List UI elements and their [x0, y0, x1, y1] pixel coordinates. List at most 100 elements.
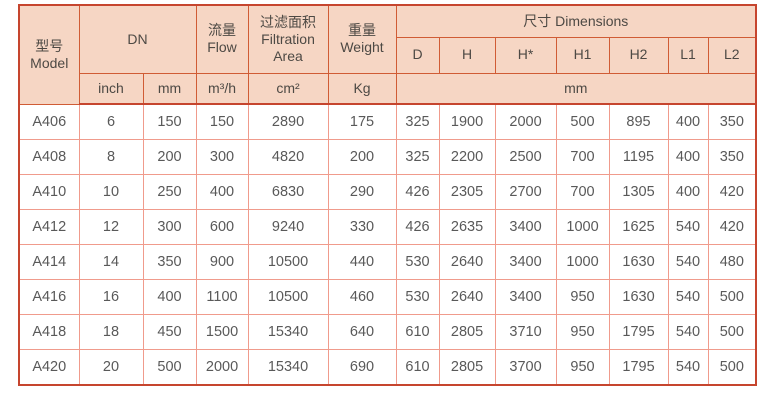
- unit-flow: m³/h: [195, 72, 249, 105]
- value-cell: 1100: [195, 279, 249, 315]
- header-row-1: 型号 Model DN 流量 Flow 过滤面积 Filtration Area…: [18, 4, 757, 105]
- value-cell: 900: [195, 244, 249, 280]
- value-cell: 2000: [494, 103, 557, 140]
- value-cell: 6: [78, 103, 144, 140]
- value-cell: 540: [667, 349, 709, 386]
- value-cell: 1195: [608, 139, 669, 175]
- value-cell: 325: [395, 103, 440, 140]
- table-body: A406 6 150 150 2890 175 325 1900 2000 500 895 400 35…: [18, 103, 757, 386]
- model-cell: A416: [18, 279, 80, 315]
- value-cell: 420: [707, 209, 757, 245]
- model-cell: A406: [18, 103, 80, 140]
- value-cell: 1630: [608, 244, 669, 280]
- value-cell: 500: [707, 279, 757, 315]
- value-cell: 1630: [608, 279, 669, 315]
- header-flow: 流量 Flow: [195, 4, 249, 74]
- value-cell: 400: [667, 139, 709, 175]
- table-header: 型号 Model DN 流量 Flow 过滤面积 Filtration Area…: [18, 4, 757, 105]
- value-cell: 150: [195, 103, 249, 140]
- header-dimensions: 尺寸 Dimensions: [395, 4, 757, 38]
- value-cell: 700: [555, 139, 610, 175]
- value-cell: 14: [78, 244, 144, 280]
- value-cell: 950: [555, 349, 610, 386]
- value-cell: 540: [667, 314, 709, 350]
- value-cell: 950: [555, 279, 610, 315]
- value-cell: 1795: [608, 349, 669, 386]
- value-cell: 700: [555, 174, 610, 210]
- value-cell: 300: [142, 209, 197, 245]
- table-row: A420 20 500 2000 15340 690 610 2805 3700 950 1795 5…: [18, 349, 757, 386]
- value-cell: 1625: [608, 209, 669, 245]
- value-cell: 2635: [438, 209, 496, 245]
- table-row: A408 8 200 300 4820 200 325 2200 2500 700 1195 400 3…: [18, 139, 757, 175]
- header-dim-d: D: [395, 36, 440, 74]
- value-cell: 2805: [438, 314, 496, 350]
- value-cell: 8: [78, 139, 144, 175]
- value-cell: 325: [395, 139, 440, 175]
- unit-area: cm²: [247, 72, 329, 105]
- value-cell: 300: [195, 139, 249, 175]
- model-cell: A412: [18, 209, 80, 245]
- value-cell: 950: [555, 314, 610, 350]
- value-cell: 175: [327, 103, 397, 140]
- unit-weight: Kg: [327, 72, 397, 105]
- value-cell: 426: [395, 209, 440, 245]
- value-cell: 3400: [494, 279, 557, 315]
- value-cell: 400: [667, 174, 709, 210]
- value-cell: 10: [78, 174, 144, 210]
- value-cell: 3700: [494, 349, 557, 386]
- value-cell: 200: [142, 139, 197, 175]
- value-cell: 426: [395, 174, 440, 210]
- value-cell: 1000: [555, 244, 610, 280]
- header-weight: 重量 Weight: [327, 4, 397, 74]
- value-cell: 2500: [494, 139, 557, 175]
- value-cell: 540: [667, 279, 709, 315]
- model-cell: A410: [18, 174, 80, 210]
- value-cell: 610: [395, 314, 440, 350]
- value-cell: 690: [327, 349, 397, 386]
- header-row-units: inch mm m³/h cm² Kg mm: [19, 72, 757, 105]
- value-cell: 610: [395, 349, 440, 386]
- header-model: 型号 Model: [18, 4, 80, 105]
- value-cell: 350: [707, 103, 757, 140]
- value-cell: 400: [195, 174, 249, 210]
- header-dim-l2: L2: [707, 36, 757, 74]
- table-row: A418 18 450 1500 15340 640 610 2805 3710 950 1795 5…: [18, 314, 757, 350]
- table-row: A406 6 150 150 2890 175 325 1900 2000 500 895 400 35…: [18, 103, 757, 140]
- value-cell: 10500: [247, 279, 329, 315]
- value-cell: 2000: [195, 349, 249, 386]
- value-cell: 1500: [195, 314, 249, 350]
- header-dim-l1: L1: [667, 36, 709, 74]
- value-cell: 200: [327, 139, 397, 175]
- value-cell: 400: [667, 103, 709, 140]
- unit-inch: inch: [78, 72, 144, 105]
- value-cell: 2305: [438, 174, 496, 210]
- value-cell: 2805: [438, 349, 496, 386]
- value-cell: 10500: [247, 244, 329, 280]
- model-cell: A418: [18, 314, 80, 350]
- value-cell: 895: [608, 103, 669, 140]
- value-cell: 1900: [438, 103, 496, 140]
- value-cell: 640: [327, 314, 397, 350]
- value-cell: 2640: [438, 279, 496, 315]
- value-cell: 3400: [494, 209, 557, 245]
- value-cell: 3400: [494, 244, 557, 280]
- header-dim-h1: H1: [555, 36, 610, 74]
- value-cell: 330: [327, 209, 397, 245]
- value-cell: 460: [327, 279, 397, 315]
- header-dim-h2: H2: [608, 36, 669, 74]
- header-dim-h: H: [438, 36, 496, 74]
- value-cell: 540: [667, 244, 709, 280]
- value-cell: 540: [667, 209, 709, 245]
- value-cell: 3710: [494, 314, 557, 350]
- value-cell: 530: [395, 279, 440, 315]
- value-cell: 530: [395, 244, 440, 280]
- value-cell: 290: [327, 174, 397, 210]
- value-cell: 1795: [608, 314, 669, 350]
- value-cell: 250: [142, 174, 197, 210]
- value-cell: 15340: [247, 314, 329, 350]
- value-cell: 2700: [494, 174, 557, 210]
- value-cell: 350: [707, 139, 757, 175]
- value-cell: 6830: [247, 174, 329, 210]
- model-cell: A414: [18, 244, 80, 280]
